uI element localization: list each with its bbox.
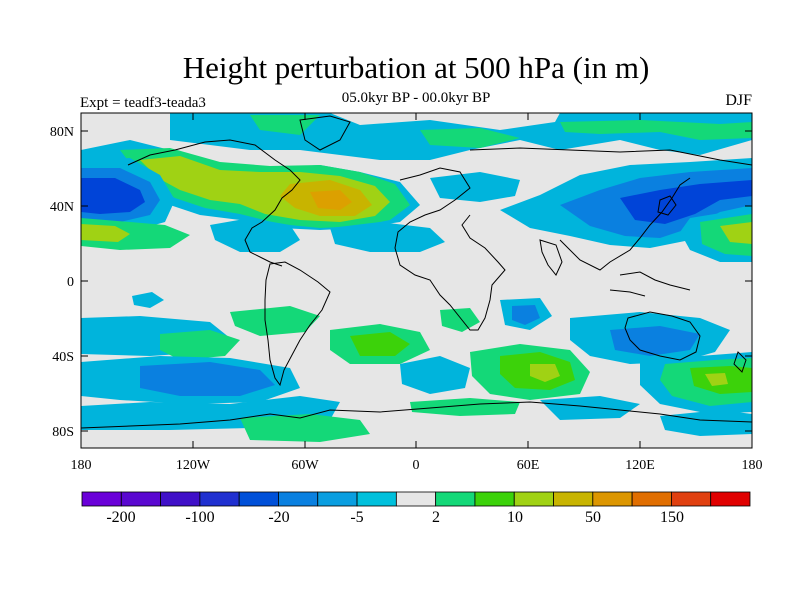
contour-fill bbox=[160, 330, 240, 360]
contour-fill bbox=[540, 396, 640, 420]
colorbar-box bbox=[278, 491, 319, 507]
contour-fill bbox=[330, 222, 445, 252]
y-axis bbox=[81, 130, 752, 432]
coast-north-america bbox=[127, 139, 301, 267]
contour-fill bbox=[720, 222, 752, 244]
colorbar bbox=[81, 491, 751, 507]
x-axis bbox=[80, 113, 753, 448]
contour-fill bbox=[81, 178, 145, 214]
colorbar-label: 150 bbox=[660, 509, 684, 526]
contour-fill bbox=[620, 180, 752, 224]
colorbar-box bbox=[513, 491, 554, 507]
x-tick-label: 180 bbox=[742, 458, 763, 473]
y-tick-label: 80N bbox=[50, 125, 74, 140]
contour-fill bbox=[240, 414, 370, 442]
coast-antarctica bbox=[81, 401, 752, 429]
plot-subtitle: 05.0kyr BP - 00.0kyr BP bbox=[341, 90, 491, 106]
colorbar-box bbox=[671, 491, 712, 507]
y-tick-label: 40S bbox=[52, 350, 74, 365]
plot-title: Height perturbation at 500 hPa (in m) bbox=[182, 50, 650, 85]
contour-fill bbox=[660, 410, 752, 436]
colorbar-label: -100 bbox=[185, 509, 214, 526]
contour-fill bbox=[230, 306, 320, 336]
colorbar-label: -20 bbox=[268, 509, 289, 526]
contour-fill bbox=[132, 292, 164, 308]
coast-europe-africa bbox=[394, 167, 506, 331]
coast-japan bbox=[657, 195, 677, 216]
colorbar-box bbox=[238, 491, 279, 507]
colorbar-box bbox=[317, 491, 358, 507]
coast-south-america bbox=[264, 261, 331, 387]
contour-fill bbox=[430, 172, 520, 202]
y-tick-label: 40N bbox=[50, 200, 74, 215]
contour-fill bbox=[81, 224, 130, 242]
contour-fill bbox=[410, 398, 520, 416]
contour-fill bbox=[440, 308, 480, 332]
colorbar-label: -5 bbox=[350, 509, 363, 526]
contour-fill bbox=[530, 364, 560, 382]
coastlines bbox=[81, 115, 752, 429]
colorbar-box bbox=[553, 491, 594, 507]
coast-greenland bbox=[299, 115, 351, 151]
contour-fields bbox=[81, 113, 752, 442]
coast-india bbox=[539, 239, 563, 276]
colorbar-label: -200 bbox=[106, 509, 135, 526]
colorbar-label: 10 bbox=[507, 509, 523, 526]
colorbar-label: 2 bbox=[432, 509, 440, 526]
contour-fill bbox=[350, 332, 410, 356]
contour-fill bbox=[400, 356, 470, 394]
contour-fill bbox=[420, 128, 520, 148]
colorbar-box bbox=[395, 491, 437, 507]
coast-australia bbox=[624, 311, 701, 361]
y-tick-label: 80S bbox=[52, 425, 74, 440]
x-tick-label: 0 bbox=[413, 458, 420, 473]
x-tick-label: 180 bbox=[71, 458, 92, 473]
x-tick-label: 60E bbox=[517, 458, 540, 473]
colorbar-label: 50 bbox=[585, 509, 601, 526]
colorbar-box bbox=[120, 491, 161, 507]
coast-asia bbox=[469, 147, 752, 271]
colorbar-box bbox=[631, 491, 672, 507]
colorbar-box bbox=[435, 491, 476, 507]
contour-fill bbox=[140, 362, 275, 396]
colorbar-box bbox=[710, 491, 751, 507]
contour-fill bbox=[512, 305, 540, 325]
coast-new-zealand bbox=[733, 351, 747, 373]
colorbar-box bbox=[199, 491, 240, 507]
y-tick-label: 0 bbox=[67, 275, 74, 290]
contour-fill bbox=[310, 190, 352, 210]
colorbar-box bbox=[160, 491, 201, 507]
season-label: DJF bbox=[725, 92, 752, 109]
coast-maritime bbox=[609, 271, 691, 297]
contour-fill bbox=[705, 373, 728, 386]
contour-fill bbox=[560, 120, 752, 140]
x-tick-label: 60W bbox=[291, 458, 319, 473]
experiment-label: Expt = teadf3-teada3 bbox=[80, 95, 206, 111]
colorbar-box bbox=[356, 491, 397, 507]
x-tick-label: 120E bbox=[625, 458, 655, 473]
contour-fill bbox=[610, 326, 700, 356]
colorbar-box bbox=[474, 491, 515, 507]
x-tick-label: 120W bbox=[176, 458, 211, 473]
colorbar-box bbox=[81, 491, 122, 507]
contour-fill bbox=[210, 218, 300, 252]
colorbar-box bbox=[592, 491, 633, 507]
